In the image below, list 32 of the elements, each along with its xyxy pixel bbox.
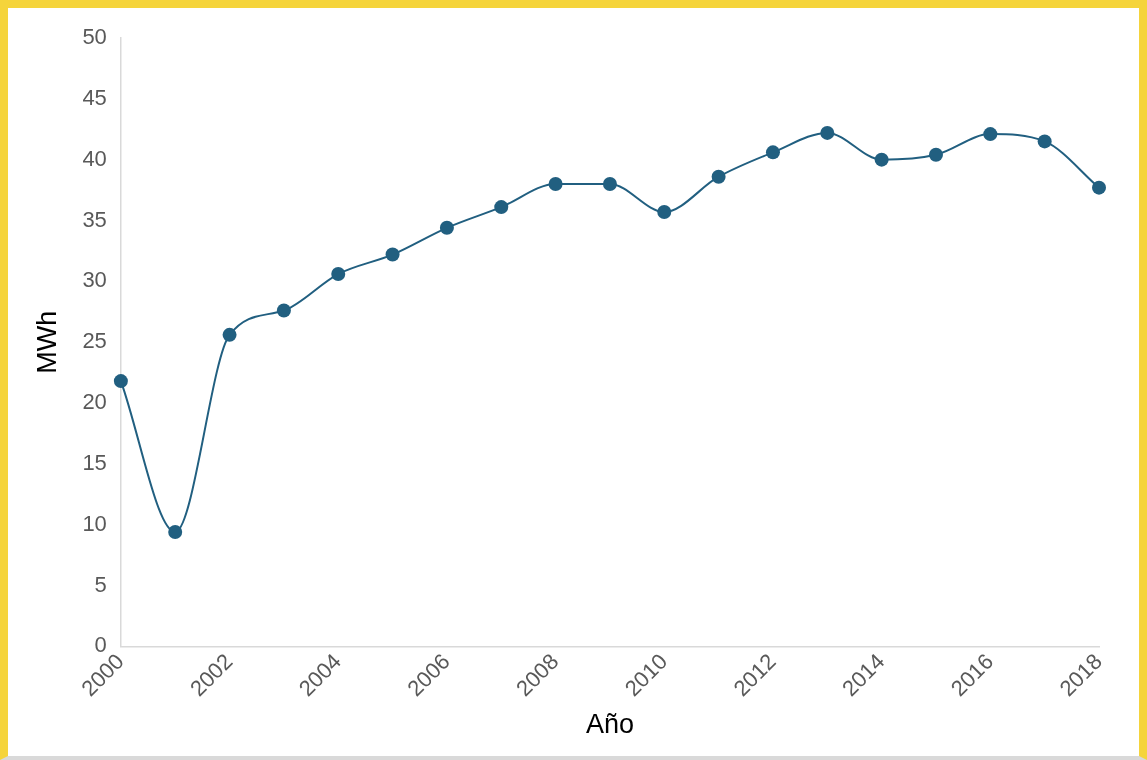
- point: [928, 147, 943, 162]
- point: [820, 125, 835, 140]
- y-tick-label: 45: [82, 84, 107, 110]
- y-tick-label: 50: [82, 24, 107, 50]
- point: [874, 152, 889, 167]
- point: [548, 177, 563, 191]
- point: [602, 177, 617, 191]
- point: [331, 267, 346, 282]
- point: [168, 524, 183, 539]
- y-tick-label: 20: [82, 389, 107, 415]
- y-tick-label: 40: [82, 145, 107, 171]
- x-axis-title: Año: [585, 709, 634, 740]
- point: [983, 127, 998, 142]
- point: [222, 327, 237, 342]
- point: [385, 247, 400, 262]
- point: [765, 145, 780, 160]
- y-tick-label: 15: [82, 449, 107, 475]
- point: [439, 220, 454, 235]
- point: [711, 169, 726, 184]
- point: [113, 374, 128, 389]
- y-tick-label: 5: [94, 571, 107, 597]
- y-tick-label: 30: [82, 267, 107, 293]
- point: [1092, 180, 1106, 195]
- y-tick-label: 0: [94, 632, 107, 658]
- y-axis-title: MWh: [31, 310, 62, 374]
- point: [276, 303, 291, 318]
- y-tick-label: 25: [82, 328, 107, 354]
- y-tick-label: 35: [82, 206, 107, 232]
- y-tick-label: 10: [82, 510, 107, 536]
- point: [1037, 134, 1052, 149]
- point: [657, 204, 672, 219]
- point: [494, 200, 509, 215]
